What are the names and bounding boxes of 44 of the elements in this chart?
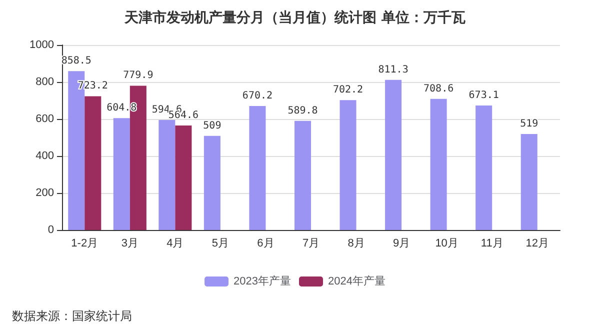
x-tick-label: 10月 bbox=[435, 238, 458, 250]
y-tick-label: 1000 bbox=[30, 39, 54, 51]
source-note: 数据来源：国家统计局 bbox=[12, 309, 132, 323]
data-label: 702.2 bbox=[332, 84, 364, 96]
bar bbox=[520, 134, 538, 230]
bar bbox=[158, 120, 176, 230]
data-label: 670.2 bbox=[242, 90, 273, 102]
x-tick-label: 4月 bbox=[166, 238, 184, 250]
x-tick-label: 1-2月 bbox=[71, 238, 98, 250]
data-label: 673.1 bbox=[468, 90, 499, 101]
bar bbox=[294, 120, 311, 230]
y-tick-label: 600 bbox=[36, 113, 54, 125]
bar bbox=[84, 96, 102, 230]
data-label: 519 bbox=[520, 118, 538, 130]
bar bbox=[385, 80, 402, 230]
data-label: 589.8 bbox=[288, 105, 318, 116]
x-tick-label: 11月 bbox=[480, 238, 504, 250]
bar bbox=[113, 118, 130, 230]
x-tick-label: 8月 bbox=[348, 238, 365, 250]
legend-label: 2024年产量 bbox=[328, 274, 386, 288]
bar bbox=[340, 100, 356, 230]
x-tick-label: 9月 bbox=[392, 238, 410, 250]
y-tick-label: 200 bbox=[36, 187, 54, 199]
x-tick-label: 12月 bbox=[526, 238, 549, 250]
x-tick-label: 6月 bbox=[257, 238, 274, 250]
bar bbox=[430, 98, 447, 230]
bar bbox=[249, 106, 266, 230]
data-label: 811.3 bbox=[378, 64, 408, 76]
data-label: 564.6 bbox=[168, 110, 198, 122]
y-tick-label: 400 bbox=[36, 150, 54, 162]
x-tick-label: 5月 bbox=[212, 238, 230, 250]
bar bbox=[476, 105, 492, 230]
data-label: 509 bbox=[203, 120, 222, 132]
bar bbox=[204, 136, 220, 230]
data-label: 779.9 bbox=[123, 70, 154, 82]
y-tick-label: 0 bbox=[48, 224, 54, 236]
y-tick-label: 800 bbox=[36, 76, 54, 88]
bar bbox=[175, 126, 192, 230]
data-label: 723.2 bbox=[78, 80, 108, 92]
chart-title: 天津市发动机产量分月（当月值）统计图 单位：万千瓦 bbox=[124, 9, 466, 26]
data-label: 708.6 bbox=[424, 83, 454, 94]
legend-label: 2023年产量 bbox=[234, 274, 292, 288]
x-tick-label: 3月 bbox=[121, 238, 138, 250]
x-tick-label: 7月 bbox=[302, 238, 320, 250]
